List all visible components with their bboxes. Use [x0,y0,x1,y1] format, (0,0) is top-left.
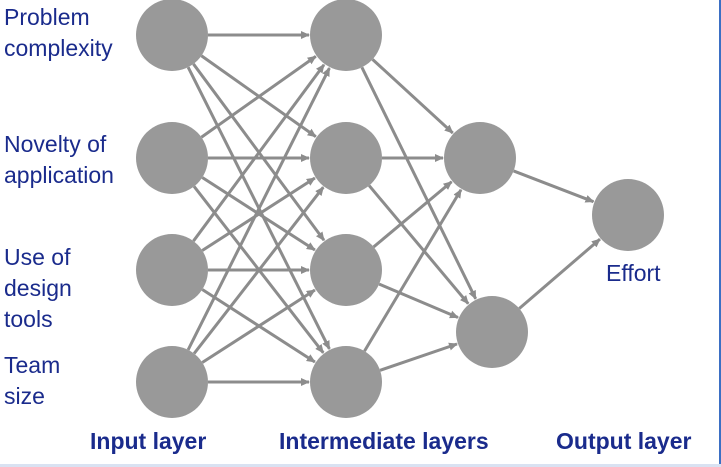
edge-input-3-to-hidden1-1 [192,63,326,242]
hidden1-node-3 [310,234,382,306]
input-label-problem-complexity: Problem complexity [4,4,113,61]
input-node-2 [136,122,208,194]
intermediate-layers-label: Intermediate layers [279,428,489,454]
edge-input-4-to-hidden1-2 [192,186,325,355]
edge-hidden2-2-to-output-1 [518,237,601,310]
network-nodes [136,0,664,418]
output-layer-label: Output layer [556,428,692,454]
edge-hidden2-1-to-output-1 [513,169,595,204]
input-label-use-of-design-tools: Use of design tools [4,244,72,332]
edge-input-4-to-hidden1-3 [201,288,316,364]
hidden2-node-2 [456,296,528,368]
slide-border-bottom [0,464,721,467]
connection-edges [186,31,601,386]
edge-hidden1-2-to-hidden2-2 [367,184,470,305]
edge-input-2-to-hidden1-1 [200,55,317,139]
edge-input-3-to-hidden1-2 [201,176,316,252]
input-layer-label: Input layer [90,428,207,454]
edge-hidden1-4-to-hidden2-1 [363,188,463,352]
input-node-3 [136,234,208,306]
edge-hidden1-3-to-hidden2-1 [372,180,453,249]
edge-hidden1-4-to-hidden2-2 [379,342,458,372]
hidden2-node-1 [444,122,516,194]
hidden1-node-4 [310,346,382,418]
edge-input-4-to-hidden1-1 [186,67,331,351]
input-node-4 [136,346,208,418]
edge-hidden1-3-to-hidden2-2 [378,282,459,319]
output-node-1 [592,179,664,251]
slide-border-right [719,0,721,467]
input-label-novelty-of-application: Novelty of application [4,131,114,188]
hidden1-node-1 [310,0,382,71]
input-label-team-size: Team size [4,352,61,409]
edge-hidden1-1-to-hidden2-2 [360,66,478,300]
output-label-effort: Effort [606,260,661,286]
edge-hidden1-1-to-hidden2-1 [371,58,454,135]
input-node-1 [136,0,208,71]
hidden1-node-2 [310,122,382,194]
